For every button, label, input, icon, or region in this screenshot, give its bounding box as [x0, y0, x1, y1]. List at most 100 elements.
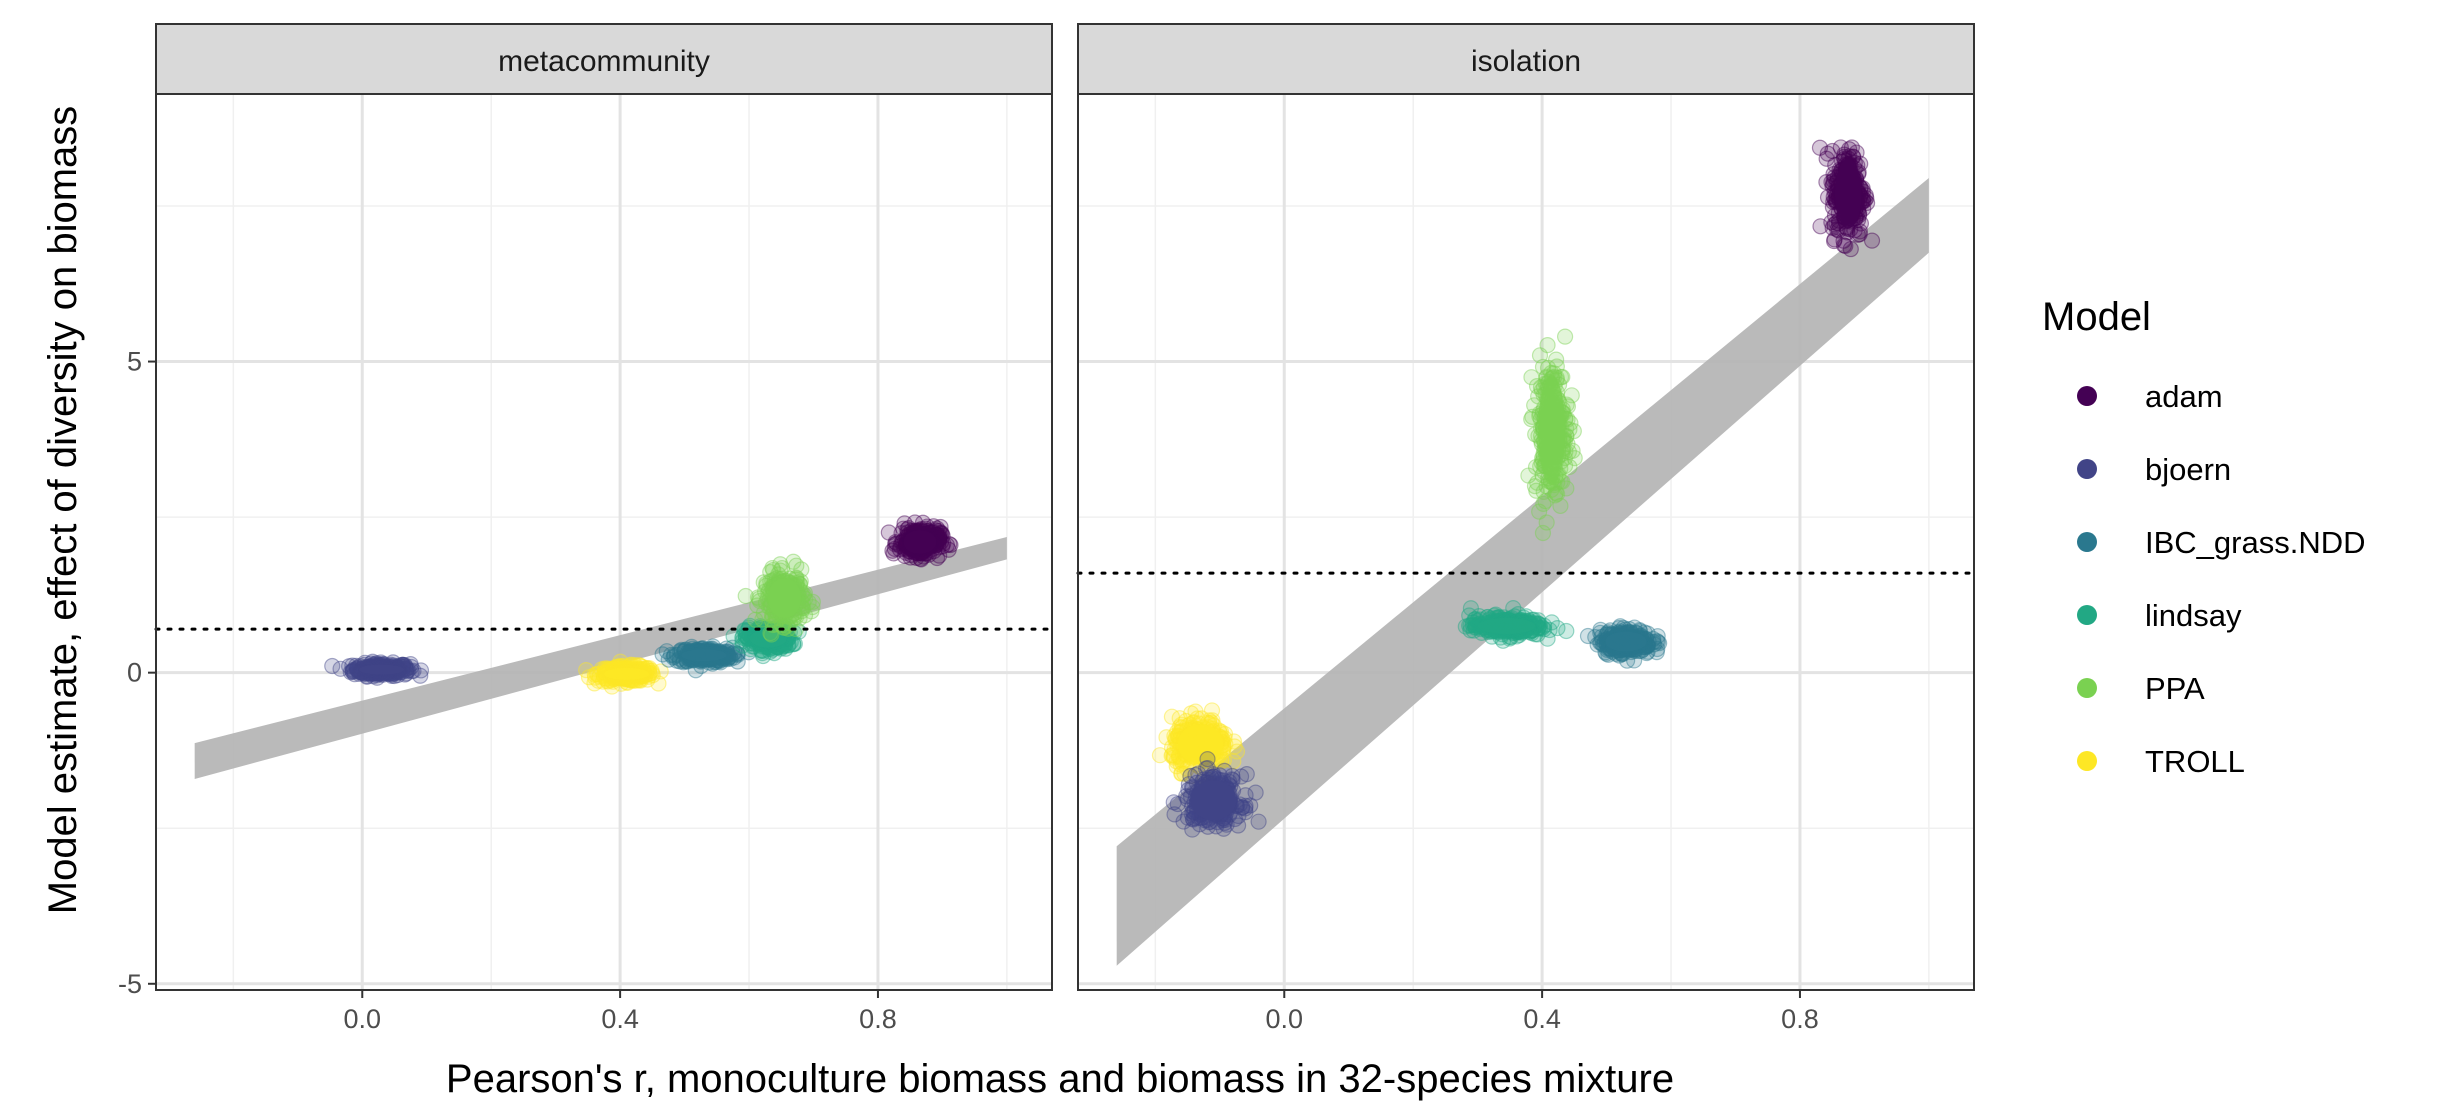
data-point — [586, 675, 603, 692]
data-point — [405, 662, 422, 679]
data-point — [650, 675, 667, 692]
legend-label: bjoern — [2145, 452, 2231, 487]
data-point — [662, 646, 680, 664]
legend-key — [2077, 532, 2097, 552]
data-point — [729, 653, 746, 670]
data-point — [590, 672, 607, 689]
point-cluster-core — [358, 664, 405, 675]
legend-entry-TROLL: TROLL — [2077, 744, 2245, 779]
data-point — [724, 639, 741, 656]
y-tick-label: 0 — [127, 658, 142, 688]
data-point — [668, 652, 685, 669]
data-point — [729, 645, 746, 662]
data-point — [412, 667, 429, 684]
legend-key — [2077, 678, 2097, 698]
data-point — [403, 663, 420, 680]
data-point — [402, 656, 419, 673]
data-point — [332, 660, 349, 677]
data-point — [722, 650, 739, 667]
data-point — [342, 664, 359, 681]
data-point — [344, 657, 361, 674]
data-point — [785, 553, 802, 570]
panel-background — [156, 94, 1052, 990]
legend-entry-bjoern: bjoern — [2077, 452, 2231, 487]
data-point — [344, 663, 361, 680]
data-point — [586, 666, 603, 683]
strip-background — [155, 23, 1053, 95]
data-point — [1547, 484, 1565, 501]
legend-label: TROLL — [2145, 744, 2245, 779]
data-point — [786, 624, 803, 641]
data-point — [726, 649, 743, 666]
data-point — [1461, 607, 1478, 624]
data-point — [736, 622, 754, 639]
data-point — [1564, 442, 1581, 459]
data-point — [1541, 621, 1558, 639]
point-cluster-core — [1605, 631, 1647, 652]
strip-label: metacommunity — [498, 45, 710, 78]
point-cluster-core — [681, 649, 727, 662]
data-point — [1579, 627, 1597, 645]
data-point — [740, 644, 757, 661]
data-point — [1548, 351, 1565, 368]
legend-entry-PPA: PPA — [2077, 671, 2205, 706]
gridlines — [156, 94, 1052, 990]
data-point — [324, 657, 341, 675]
data-points — [324, 514, 959, 695]
data-point — [1237, 797, 1254, 814]
legend-label: PPA — [2145, 671, 2205, 706]
point-cluster-IBC_grass.NDD — [654, 638, 757, 679]
point-cluster-core — [1538, 375, 1566, 485]
data-point — [652, 663, 669, 680]
legend-key — [2077, 605, 2097, 625]
point-cluster-core — [1834, 158, 1862, 229]
point-cluster-bjoern — [324, 653, 430, 686]
point-cluster-core — [1477, 618, 1536, 634]
data-point — [341, 658, 358, 675]
y-tick-label: -5 — [118, 969, 142, 999]
data-point — [729, 645, 746, 662]
data-point — [1558, 622, 1575, 640]
data-point — [587, 669, 604, 686]
panel-isolation: isolation 0.0 0.4 0.8 — [1076, 23, 1976, 1034]
data-point — [580, 669, 598, 686]
x-tick-label: 0.0 — [343, 1004, 381, 1034]
point-cluster-core — [767, 578, 801, 618]
data-point — [1168, 758, 1185, 775]
data-point — [1250, 813, 1267, 830]
data-point — [594, 673, 612, 690]
point-cluster-TROLL — [578, 653, 669, 695]
x-tick-label: 0.8 — [859, 1004, 897, 1034]
data-point — [658, 643, 675, 660]
data-point — [1649, 633, 1667, 651]
y-tick-label: 5 — [127, 347, 142, 377]
data-point — [1863, 232, 1881, 249]
data-point — [1232, 768, 1250, 785]
legend-key — [2077, 386, 2097, 406]
legend-key — [2077, 751, 2097, 771]
data-point — [344, 663, 361, 680]
data-point — [412, 662, 430, 679]
data-point — [1556, 328, 1574, 345]
data-point — [1811, 139, 1829, 156]
data-point — [734, 633, 751, 650]
x-axis-title: Pearson's r, monoculture biomass and bio… — [446, 1057, 1674, 1101]
data-point — [1534, 524, 1552, 542]
data-point — [729, 646, 746, 663]
point-cluster-core — [603, 667, 650, 680]
point-cluster-core — [903, 530, 937, 554]
data-point — [726, 644, 743, 661]
data-point — [1229, 817, 1247, 834]
data-point — [1523, 411, 1540, 428]
data-point — [932, 518, 949, 536]
legend-key — [2077, 459, 2097, 479]
data-point — [345, 662, 362, 679]
data-point — [603, 678, 621, 695]
panels-layer: metacommunity 0.0 0.4 0.8 -5 0 5 isolation 0.0 0.… — [118, 23, 1976, 1034]
data-point — [764, 559, 781, 577]
data-point — [1526, 478, 1544, 495]
data-point — [346, 666, 363, 683]
strip-label: isolation — [1471, 45, 1581, 78]
data-point — [578, 662, 595, 679]
point-cluster-core — [1190, 780, 1237, 821]
